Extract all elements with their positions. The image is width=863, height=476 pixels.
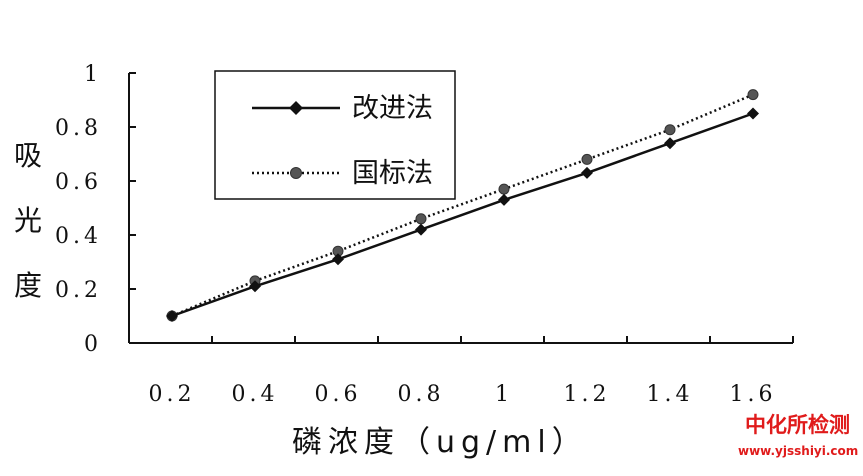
y-axis-title-char: 度 (14, 269, 42, 302)
series-line-improved (171, 112, 754, 318)
data-point-improved (664, 137, 676, 150)
data-point-improved (415, 223, 427, 236)
x-tick-label: 1.4 (647, 382, 694, 407)
data-point-improved (249, 280, 261, 293)
data-point-national (415, 213, 427, 225)
y-tick-label: 0.2 (55, 278, 102, 303)
legend-marker-national (290, 167, 302, 179)
legend-marker-improved (289, 101, 303, 115)
legend-label-national: 国标法 (352, 158, 433, 189)
data-point-improved (747, 107, 759, 120)
x-axis-title: 磷浓度（ug/ml） (292, 425, 588, 460)
legend-label-improved: 改进法 (352, 93, 433, 124)
data-point-national (581, 153, 593, 165)
x-tick-label: 0.2 (149, 382, 196, 407)
data-point-improved (581, 166, 593, 179)
data-point-improved (498, 193, 510, 206)
data-point-improved (332, 253, 344, 266)
data-point-improved (166, 310, 178, 322)
legend: 改进法 国标法 (214, 70, 456, 200)
tick-labels: 0 0.2 0.4 0.6 0.8 1 0.2 0.4 0.6 0.8 1 1.2 1.4 1.6 (55, 62, 777, 407)
y-tick-label: 1 (84, 62, 102, 87)
watermark-url: www.yjsshiyi.com (738, 444, 858, 458)
y-tick-label: 0 (84, 332, 102, 357)
data-point-national (747, 89, 759, 101)
x-tick-label: 1.2 (564, 382, 611, 407)
x-tick-label: 1 (495, 382, 513, 407)
series-layer (166, 89, 759, 322)
x-tick-label: 0.8 (398, 382, 445, 407)
y-axis-title-char: 光 (14, 204, 42, 237)
legend-box (214, 70, 456, 200)
data-point-national (498, 183, 510, 195)
watermark-cn: 中化所检测 (745, 413, 850, 437)
y-axis-title: 吸光度 (14, 139, 42, 302)
series-line-national (171, 93, 754, 318)
data-point-national (664, 124, 676, 136)
y-tick-label: 0.4 (55, 224, 102, 249)
y-tick-label: 0.6 (55, 170, 102, 195)
axes (128, 72, 794, 344)
y-tick-label: 0.8 (55, 116, 102, 141)
x-tick-label: 0.6 (315, 382, 362, 407)
y-axis-title-char: 吸 (14, 139, 42, 172)
x-tick-label: 0.4 (232, 382, 279, 407)
x-tick-label: 1.6 (730, 382, 777, 407)
